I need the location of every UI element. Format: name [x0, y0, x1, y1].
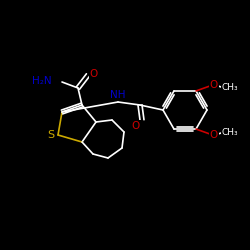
Text: NH: NH [110, 90, 126, 100]
Text: H₂N: H₂N [32, 76, 52, 86]
Text: CH₃: CH₃ [222, 84, 238, 92]
Text: CH₃: CH₃ [222, 128, 238, 136]
Text: O: O [210, 80, 218, 90]
Text: O: O [90, 69, 98, 79]
Text: O: O [132, 121, 140, 131]
Text: S: S [48, 130, 54, 140]
Text: O: O [210, 130, 218, 140]
